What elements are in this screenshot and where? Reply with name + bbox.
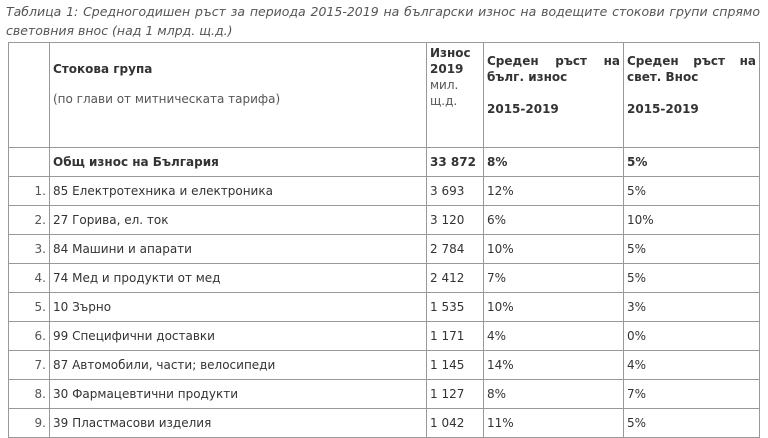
row-group: 87 Автомобили, части; велосипеди — [49, 350, 427, 380]
row-bg-growth: 14% — [483, 350, 624, 380]
row-group: 99 Специфични доставки — [49, 321, 427, 351]
header-num — [8, 42, 50, 148]
row-world-growth: 3% — [623, 292, 760, 322]
row-export: 1 145 — [426, 350, 484, 380]
row-group: 30 Фармацевтични продукти — [49, 379, 427, 409]
total-num — [8, 147, 50, 177]
row-number: 4. — [8, 263, 50, 293]
table-row: 2. 27 Горива, ел. ток 3 120 6% 10% — [8, 205, 760, 235]
row-world-growth: 4% — [623, 350, 760, 380]
row-number: 7. — [8, 350, 50, 380]
table-caption: Таблица 1: Средногодишен ръст за периода… — [6, 4, 760, 38]
row-export: 2 784 — [426, 234, 484, 264]
row-export: 3 120 — [426, 205, 484, 235]
header-world-label: Среден ръст на — [627, 54, 756, 68]
table-row: 8. 30 Фармацевтични продукти 1 127 8% 7% — [8, 379, 760, 409]
table-row: 4. 74 Мед и продукти от мед 2 412 7% 5% — [8, 263, 760, 293]
row-export: 2 412 — [426, 263, 484, 293]
row-export: 1 535 — [426, 292, 484, 322]
header-export: Износ 2019 мил. щ.д. — [426, 42, 484, 148]
header-export-year: 2019 — [430, 62, 464, 76]
table-row: 5. 10 Зърно 1 535 10% 3% — [8, 292, 760, 322]
export-table: Стокова група (по глави от митническата т… — [8, 42, 760, 438]
header-world-period: 2015-2019 — [627, 102, 699, 116]
row-bg-growth: 12% — [483, 176, 624, 206]
header-bg-label2: бълг. износ — [487, 70, 568, 84]
row-number: 9. — [8, 408, 50, 438]
header-bg-label: Среден ръст на — [487, 54, 620, 68]
header-export-unit: мил. — [430, 78, 459, 92]
row-world-growth: 5% — [623, 408, 760, 438]
total-label: Общ износ на България — [49, 147, 427, 177]
row-number: 5. — [8, 292, 50, 322]
row-world-growth: 5% — [623, 263, 760, 293]
table-row: 3. 84 Машини и апарати 2 784 10% 5% — [8, 234, 760, 264]
row-bg-growth: 4% — [483, 321, 624, 351]
row-number: 1. — [8, 176, 50, 206]
total-export: 33 872 — [426, 147, 484, 177]
row-number: 2. — [8, 205, 50, 235]
header-row: Стокова група (по глави от митническата т… — [8, 42, 760, 148]
row-export: 3 693 — [426, 176, 484, 206]
table-row: 9. 39 Пластмасови изделия 1 042 11% 5% — [8, 408, 760, 438]
row-bg-growth: 10% — [483, 234, 624, 264]
row-group: 84 Машини и апарати — [49, 234, 427, 264]
row-export: 1 042 — [426, 408, 484, 438]
row-world-growth: 5% — [623, 176, 760, 206]
header-export-unit2: щ.д. — [430, 94, 458, 108]
header-world-growth: Среден ръст на свет. Внос 2015-2019 — [623, 42, 760, 148]
header-group-sub: (по глави от митническата тарифа) — [53, 92, 281, 106]
row-bg-growth: 10% — [483, 292, 624, 322]
header-bg-period: 2015-2019 — [487, 102, 559, 116]
row-export: 1 171 — [426, 321, 484, 351]
header-world-label2: свет. Внос — [627, 70, 699, 84]
total-row: Общ износ на България 33 872 8% 5% — [8, 147, 760, 177]
total-world: 5% — [623, 147, 760, 177]
row-export: 1 127 — [426, 379, 484, 409]
row-world-growth: 5% — [623, 234, 760, 264]
row-number: 6. — [8, 321, 50, 351]
header-bg-growth: Среден ръст на бълг. износ 2015-2019 — [483, 42, 624, 148]
table-row: 1. 85 Електротехника и електроника 3 693 12… — [8, 176, 760, 206]
row-group: 27 Горива, ел. ток — [49, 205, 427, 235]
header-group-label: Стокова група — [53, 62, 153, 76]
row-number: 3. — [8, 234, 50, 264]
header-export-label: Износ — [430, 46, 471, 60]
row-bg-growth: 11% — [483, 408, 624, 438]
row-bg-growth: 8% — [483, 379, 624, 409]
row-bg-growth: 7% — [483, 263, 624, 293]
table-row: 7. 87 Автомобили, части; велосипеди 1 145 1… — [8, 350, 760, 380]
header-group: Стокова група (по глави от митническата т… — [49, 42, 427, 148]
row-number: 8. — [8, 379, 50, 409]
row-group: 85 Електротехника и електроника — [49, 176, 427, 206]
total-bg: 8% — [483, 147, 624, 177]
row-world-growth: 10% — [623, 205, 760, 235]
row-group: 74 Мед и продукти от мед — [49, 263, 427, 293]
row-group: 10 Зърно — [49, 292, 427, 322]
row-group: 39 Пластмасови изделия — [49, 408, 427, 438]
table-row: 6. 99 Специфични доставки 1 171 4% 0% — [8, 321, 760, 351]
row-world-growth: 7% — [623, 379, 760, 409]
row-world-growth: 0% — [623, 321, 760, 351]
row-bg-growth: 6% — [483, 205, 624, 235]
